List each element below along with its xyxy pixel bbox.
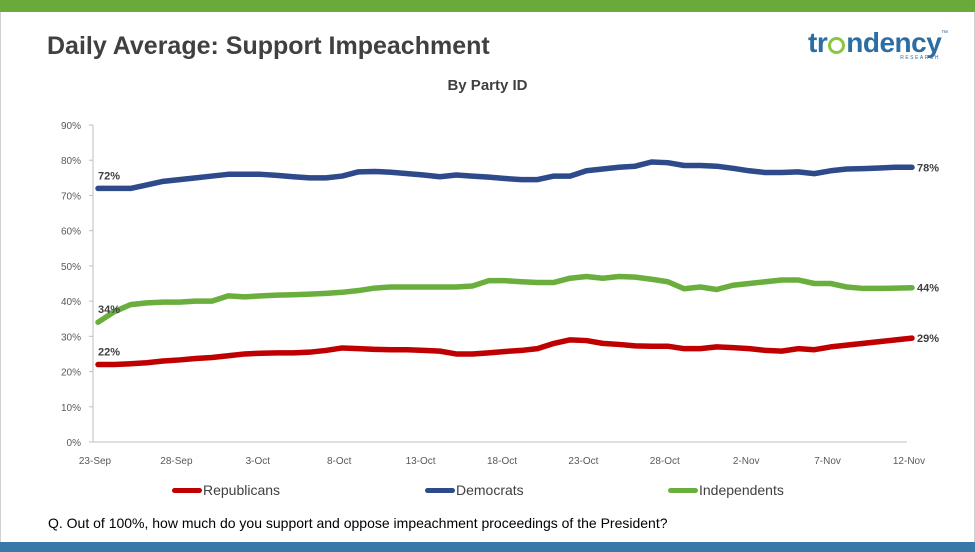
y-tick-label: 10%: [61, 403, 81, 414]
logo-wordmark: tr ndency: [808, 28, 948, 58]
y-tick-label: 90%: [61, 121, 81, 132]
x-tick-label: 23-Sep: [79, 456, 112, 467]
survey-question: Q. Out of 100%, how much do you support …: [48, 515, 668, 531]
x-tick-label: 28-Oct: [650, 456, 680, 467]
end-label-independents: 44%: [917, 283, 939, 295]
y-tick-label: 20%: [61, 368, 81, 379]
legend-swatch-independents: [668, 487, 698, 493]
end-label-republicans: 29%: [917, 333, 939, 345]
y-tick-label: 60%: [61, 227, 81, 238]
x-tick-label: 28-Sep: [160, 456, 193, 467]
start-label-republicans: 22%: [98, 347, 120, 359]
x-tick-label: 13-Oct: [406, 456, 436, 467]
legend-swatch-democrats: [425, 487, 455, 493]
series-line-independents: [95, 273, 915, 325]
end-label-democrats: 78%: [917, 162, 939, 174]
chart-subtitle: By Party ID: [447, 77, 528, 94]
y-tick-label: 80%: [61, 156, 81, 167]
y-tick-label: 30%: [61, 332, 81, 343]
legend-item-independents: Independents: [668, 482, 784, 498]
bottom-accent-bar: [0, 542, 975, 552]
logo-trademark: ™: [941, 30, 948, 37]
start-label-independents: 34%: [98, 304, 120, 316]
line-chart: 0% 10% 20% 30% 40% 50% 60% 70% 80% 90% 23-Sep 28-Se…: [61, 121, 939, 467]
x-tick-label: 18-Oct: [487, 456, 517, 467]
legend-label-republicans: Republicans: [203, 482, 281, 498]
chart-title: Daily Average: Support Impeachment: [47, 32, 490, 60]
legend-label-democrats: Democrats: [456, 482, 524, 498]
trendency-logo: tr ndency ™ RESEARCH: [808, 28, 948, 62]
x-tick-label: 3-Oct: [246, 456, 271, 467]
logo-text-after: ndency: [846, 27, 942, 58]
legend-swatch-republicans: [172, 487, 202, 493]
x-tick-label: 12-Nov: [893, 456, 925, 467]
y-tick-label: 70%: [61, 191, 81, 202]
top-accent-bar: [0, 0, 975, 12]
x-tick-label: 23-Oct: [568, 456, 598, 467]
legend-label-independents: Independents: [699, 482, 784, 498]
x-tick-label: 7-Nov: [814, 456, 841, 467]
legend-item-republicans: Republicans: [172, 482, 280, 498]
legend-item-democrats: Democrats: [425, 482, 524, 498]
series-line-democrats: [95, 159, 915, 192]
logo-subtext: RESEARCH: [900, 55, 940, 61]
x-tick-label: 2-Nov: [733, 456, 760, 467]
y-tick-label: 0%: [67, 438, 82, 449]
logo-ring-icon: [828, 37, 846, 54]
x-tick-label: 8-Oct: [327, 456, 352, 467]
start-label-democrats: 72%: [98, 170, 120, 182]
logo-text-before: tr: [808, 27, 828, 58]
y-tick-label: 40%: [61, 297, 81, 308]
y-tick-label: 50%: [61, 262, 81, 273]
series-line-republicans: [95, 335, 915, 368]
